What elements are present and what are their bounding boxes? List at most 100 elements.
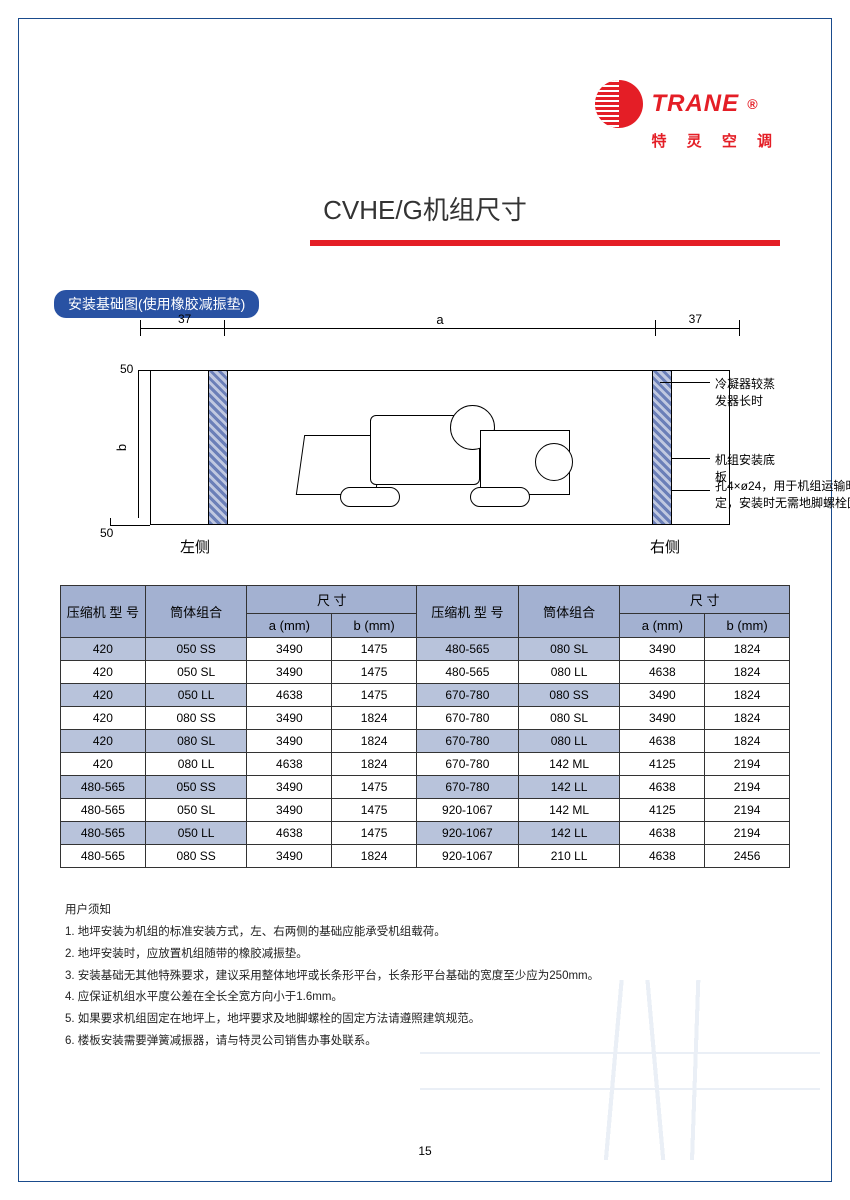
table-cell: 480-565 bbox=[61, 799, 146, 822]
table-cell: 420 bbox=[61, 684, 146, 707]
vibration-pad-right bbox=[652, 370, 672, 525]
table-cell: 3490 bbox=[247, 661, 332, 684]
table-cell: 3490 bbox=[247, 799, 332, 822]
th-shell-1: 筒体组合 bbox=[145, 586, 247, 638]
table-cell: 2456 bbox=[705, 845, 790, 868]
table-cell: 1824 bbox=[705, 638, 790, 661]
table-cell: 480-565 bbox=[417, 638, 519, 661]
table-cell: 420 bbox=[61, 661, 146, 684]
table-row: 420080 SL34901824670-780080 LL46381824 bbox=[61, 730, 790, 753]
table-cell: 050 SS bbox=[145, 638, 247, 661]
dim-50-bottom: 50 bbox=[100, 526, 113, 540]
dim-50-top: 50 bbox=[120, 362, 133, 376]
table-cell: 2194 bbox=[705, 753, 790, 776]
table-cell: 050 SL bbox=[145, 661, 247, 684]
section-badge: 安装基础图(使用橡胶减振垫) bbox=[54, 290, 259, 318]
table-cell: 1475 bbox=[332, 638, 417, 661]
table-cell: 142 LL bbox=[518, 822, 620, 845]
table-cell: 670-780 bbox=[417, 730, 519, 753]
table-cell: 4638 bbox=[620, 822, 705, 845]
table-cell: 920-1067 bbox=[417, 822, 519, 845]
table-cell: 420 bbox=[61, 707, 146, 730]
dim-37-left: 37 bbox=[178, 312, 191, 326]
table-cell: 4125 bbox=[620, 753, 705, 776]
table-cell: 670-780 bbox=[417, 707, 519, 730]
table-cell: 2194 bbox=[705, 822, 790, 845]
table-body: 420050 SS34901475480-565080 SL3490182442… bbox=[61, 638, 790, 868]
table-cell: 080 SS bbox=[145, 707, 247, 730]
table-cell: 080 LL bbox=[518, 730, 620, 753]
table-cell: 920-1067 bbox=[417, 799, 519, 822]
table-cell: 1824 bbox=[705, 707, 790, 730]
table-cell: 4638 bbox=[247, 684, 332, 707]
label-right: 右侧 bbox=[650, 536, 680, 557]
table-cell: 480-565 bbox=[61, 822, 146, 845]
table-cell: 420 bbox=[61, 753, 146, 776]
table-cell: 142 ML bbox=[518, 753, 620, 776]
table-cell: 4638 bbox=[620, 845, 705, 868]
table-cell: 1475 bbox=[332, 799, 417, 822]
table-cell: 080 LL bbox=[518, 661, 620, 684]
table-cell: 920-1067 bbox=[417, 845, 519, 868]
table-cell: 420 bbox=[61, 638, 146, 661]
table-row: 420050 LL46381475670-780080 SS34901824 bbox=[61, 684, 790, 707]
th-b-1: b (mm) bbox=[332, 614, 417, 638]
table-cell: 3490 bbox=[620, 684, 705, 707]
th-model-1: 压缩机 型 号 bbox=[61, 586, 146, 638]
table-cell: 050 LL bbox=[145, 684, 247, 707]
note-item: 6. 楼板安装需要弹簧减振器，请与特灵公司销售办事处联系。 bbox=[65, 1031, 785, 1053]
table-cell: 1824 bbox=[705, 684, 790, 707]
page-title: CVHE/G机组尺寸 bbox=[30, 190, 820, 227]
table-cell: 1824 bbox=[332, 845, 417, 868]
table-cell: 1475 bbox=[332, 822, 417, 845]
table-cell: 080 SL bbox=[518, 638, 620, 661]
table-cell: 3490 bbox=[620, 638, 705, 661]
table-cell: 4638 bbox=[620, 661, 705, 684]
table-cell: 2194 bbox=[705, 776, 790, 799]
table-cell: 480-565 bbox=[61, 776, 146, 799]
table-cell: 050 LL bbox=[145, 822, 247, 845]
note-item: 5. 如果要求机组固定在地坪上，地坪要求及地脚螺栓的固定方法请遵照建筑规范。 bbox=[65, 1009, 785, 1031]
table-cell: 3490 bbox=[247, 707, 332, 730]
table-cell: 4638 bbox=[247, 822, 332, 845]
dim-37-right: 37 bbox=[689, 312, 702, 326]
table-cell: 1824 bbox=[705, 730, 790, 753]
th-model-2: 压缩机 型 号 bbox=[417, 586, 519, 638]
label-left: 左侧 bbox=[180, 536, 210, 557]
table-cell: 3490 bbox=[247, 638, 332, 661]
table-cell: 4638 bbox=[620, 730, 705, 753]
logo-subtitle: 特 灵 空 调 bbox=[651, 130, 780, 151]
table-cell: 210 LL bbox=[518, 845, 620, 868]
table-cell: 420 bbox=[61, 730, 146, 753]
th-a-2: a (mm) bbox=[620, 614, 705, 638]
table-row: 480-565050 SL34901475920-1067142 ML41252… bbox=[61, 799, 790, 822]
logo-brand: TRANE bbox=[651, 90, 739, 118]
logo: TRANE® 特 灵 空 调 bbox=[595, 80, 780, 151]
note-item: 4. 应保证机组水平度公差在全长全宽方向小于1.6mm。 bbox=[65, 987, 785, 1009]
note-item: 2. 地坪安装时，应放置机组随带的橡胶减振垫。 bbox=[65, 944, 785, 966]
table-cell: 3490 bbox=[247, 845, 332, 868]
table-cell: 1475 bbox=[332, 661, 417, 684]
table-row: 480-565080 SS34901824920-1067210 LL46382… bbox=[61, 845, 790, 868]
table-cell: 050 SS bbox=[145, 776, 247, 799]
table-cell: 4125 bbox=[620, 799, 705, 822]
table-cell: 4638 bbox=[247, 753, 332, 776]
logo-icon bbox=[595, 80, 643, 128]
table-cell: 1475 bbox=[332, 684, 417, 707]
vibration-pad-left bbox=[208, 370, 228, 525]
th-a-1: a (mm) bbox=[247, 614, 332, 638]
table-cell: 050 SL bbox=[145, 799, 247, 822]
table-cell: 1475 bbox=[332, 776, 417, 799]
table-cell: 1824 bbox=[332, 730, 417, 753]
dim-a: a bbox=[436, 312, 443, 327]
th-b-2: b (mm) bbox=[705, 614, 790, 638]
table-cell: 480-565 bbox=[417, 661, 519, 684]
table-cell: 3490 bbox=[247, 776, 332, 799]
table-cell: 1824 bbox=[705, 661, 790, 684]
annotation-3: 孔4×ø24，用于机组运输时固定，安装时无需地脚螺栓固定。 bbox=[715, 478, 850, 512]
table-cell: 3490 bbox=[247, 730, 332, 753]
table-cell: 080 SL bbox=[145, 730, 247, 753]
page-number: 15 bbox=[30, 1144, 820, 1158]
table-row: 420080 LL46381824670-780142 ML41252194 bbox=[61, 753, 790, 776]
th-dim-2: 尺 寸 bbox=[620, 586, 790, 614]
